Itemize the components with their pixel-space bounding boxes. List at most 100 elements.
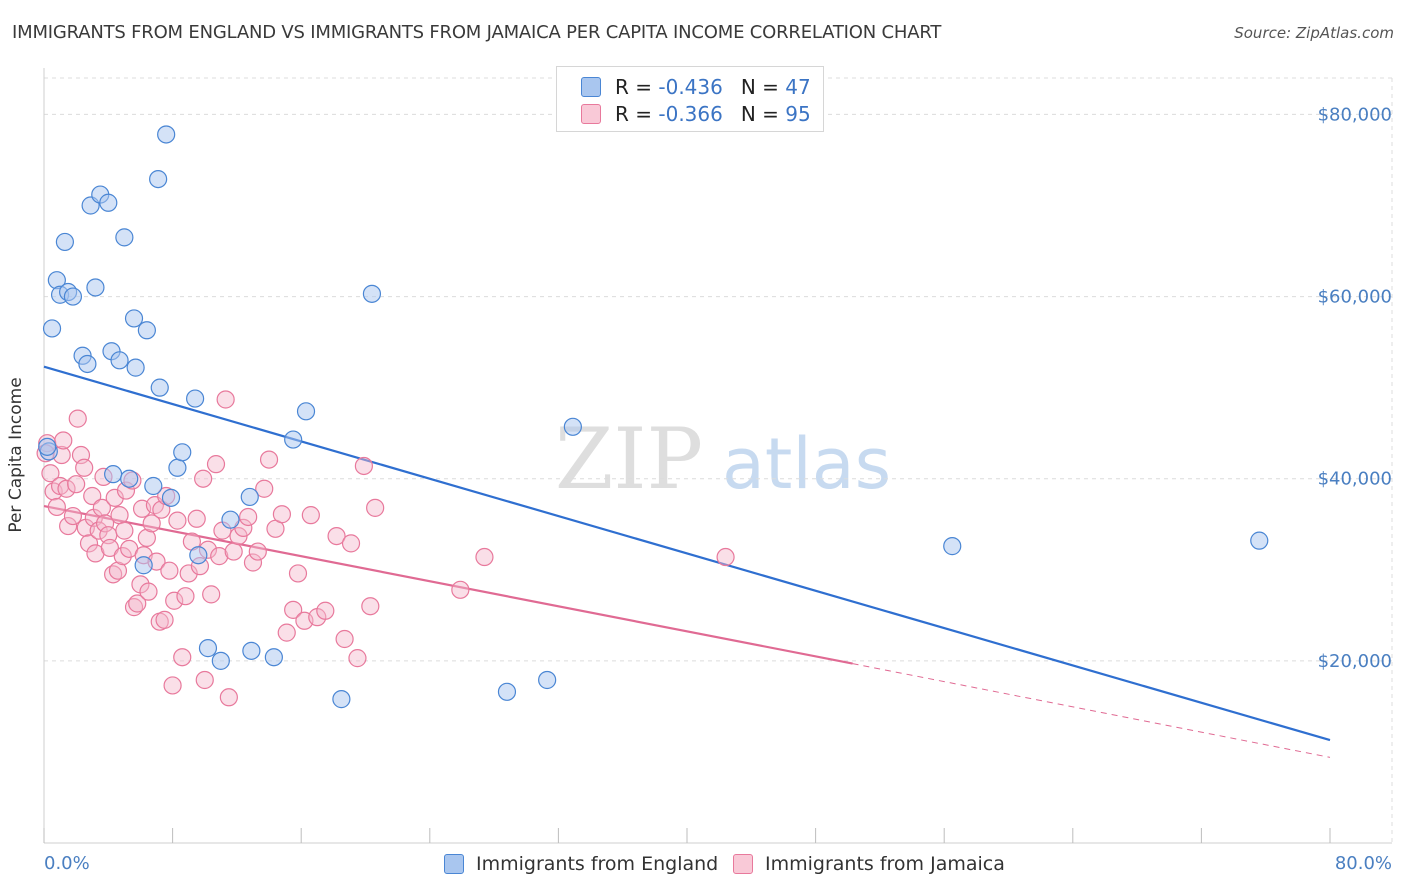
- jamaica-point: [451, 580, 470, 599]
- y-tick-label: $40,000: [1318, 469, 1392, 490]
- jamaica-point: [224, 542, 243, 561]
- england-point: [264, 648, 283, 667]
- jamaica-point: [335, 629, 354, 649]
- jamaica-point: [128, 594, 147, 613]
- england-swatch: [581, 77, 601, 97]
- series-legend: Immigrants from England Immigrants from …: [0, 851, 1406, 879]
- jamaica-point: [168, 511, 187, 530]
- jamaica-point: [194, 469, 213, 488]
- jamaica-point: [83, 486, 102, 506]
- jamaica-point: [67, 475, 86, 494]
- jamaica-point: [239, 507, 258, 527]
- jamaica-point: [288, 564, 308, 583]
- england-point: [104, 465, 123, 484]
- jamaica-point: [113, 547, 132, 566]
- jamaica-point: [142, 514, 161, 533]
- jamaica-point: [255, 479, 274, 498]
- england-point: [161, 488, 181, 507]
- england-point: [221, 510, 240, 529]
- england-n-value: 47: [785, 75, 811, 99]
- england-legend-label: Immigrants from England: [476, 853, 719, 875]
- watermark: ZIP atlas: [555, 410, 891, 508]
- jamaica-point: [341, 534, 361, 553]
- source-label: Source: ZipAtlas.com: [1234, 24, 1394, 42]
- england-point: [168, 458, 187, 477]
- jamaica-point: [284, 600, 303, 619]
- jamaica-legend-label: Immigrants from Jamaica: [765, 853, 1005, 875]
- jamaica-point: [248, 542, 267, 561]
- jamaica-point: [137, 528, 156, 548]
- england-legend-swatch: [444, 854, 464, 874]
- england-point: [211, 651, 230, 670]
- jamaica-point: [348, 649, 367, 668]
- jamaica-point: [234, 518, 253, 537]
- jamaica-point: [152, 500, 171, 519]
- chart-title: IMMIGRANTS FROM ENGLAND VS IMMIGRANTS FR…: [12, 22, 942, 43]
- axes: [43, 68, 1392, 844]
- england-point: [149, 169, 168, 189]
- jamaica-point: [354, 456, 373, 476]
- england-point: [42, 319, 62, 338]
- x-tick-label-max: 80.0%: [1335, 853, 1392, 874]
- england-point: [173, 443, 192, 462]
- england-point: [86, 278, 105, 297]
- jamaica-point: [277, 623, 296, 642]
- jamaica-point: [216, 390, 235, 409]
- jamaica-point: [202, 585, 221, 604]
- grid: [44, 77, 1393, 843]
- jamaica-point: [54, 431, 73, 450]
- england-point: [538, 670, 557, 690]
- jamaica-point: [361, 597, 380, 616]
- england-point: [296, 402, 316, 421]
- jamaica-point: [272, 505, 292, 524]
- jamaica-point: [327, 526, 346, 546]
- england-point: [126, 358, 145, 377]
- england-point: [144, 476, 163, 496]
- jamaica-point: [41, 464, 60, 483]
- jamaica-r-value: -0.366: [658, 102, 723, 126]
- jamaica-n-label: N =: [740, 102, 779, 126]
- england-point: [55, 232, 74, 252]
- jamaica-point: [716, 547, 735, 567]
- england-r-label: R =: [615, 75, 653, 99]
- england-point: [124, 309, 144, 328]
- jamaica-point: [95, 514, 115, 533]
- legend-item-england: Immigrants from England: [444, 853, 718, 875]
- jamaica-point: [68, 409, 87, 428]
- jamaica-point: [173, 648, 192, 667]
- england-point: [137, 321, 156, 340]
- jamaica-point: [206, 455, 226, 474]
- trend-lines: [43, 365, 1331, 758]
- jamaica-point: [57, 479, 76, 498]
- jamaica-point: [475, 547, 494, 567]
- jamaica-point: [179, 564, 198, 583]
- england-point: [78, 354, 97, 374]
- jamaica-point: [79, 534, 99, 553]
- jamaica-point: [366, 498, 385, 517]
- england-point: [563, 417, 582, 436]
- jamaica-point: [63, 506, 83, 526]
- england-point: [157, 125, 176, 144]
- x-tick-label-min: 0.0%: [44, 853, 90, 874]
- jamaica-point: [139, 582, 158, 601]
- jamaica-point: [259, 450, 279, 469]
- jamaica-point: [108, 561, 128, 580]
- jamaica-point: [100, 538, 120, 558]
- jamaica-point: [110, 506, 129, 525]
- jamaica-r-label: R =: [615, 102, 653, 126]
- jamaica-point: [195, 670, 214, 690]
- jamaica-point: [165, 591, 184, 610]
- england-points: [38, 125, 1269, 709]
- y-tick-label: $60,000: [1318, 287, 1392, 308]
- jamaica-point: [59, 516, 78, 536]
- england-point: [134, 556, 153, 575]
- england-point: [362, 284, 382, 303]
- tick-labels: $20,000 $40,000 $60,000 $80,000 0.0% 80.0%: [44, 104, 1392, 874]
- england-point: [120, 469, 139, 488]
- england-point: [38, 437, 57, 456]
- jamaica-n-value: 95: [785, 102, 811, 126]
- legend-item-jamaica: Immigrants from Jamaica: [733, 853, 1005, 875]
- england-point: [110, 351, 129, 370]
- jamaica-trend-line: [43, 504, 853, 665]
